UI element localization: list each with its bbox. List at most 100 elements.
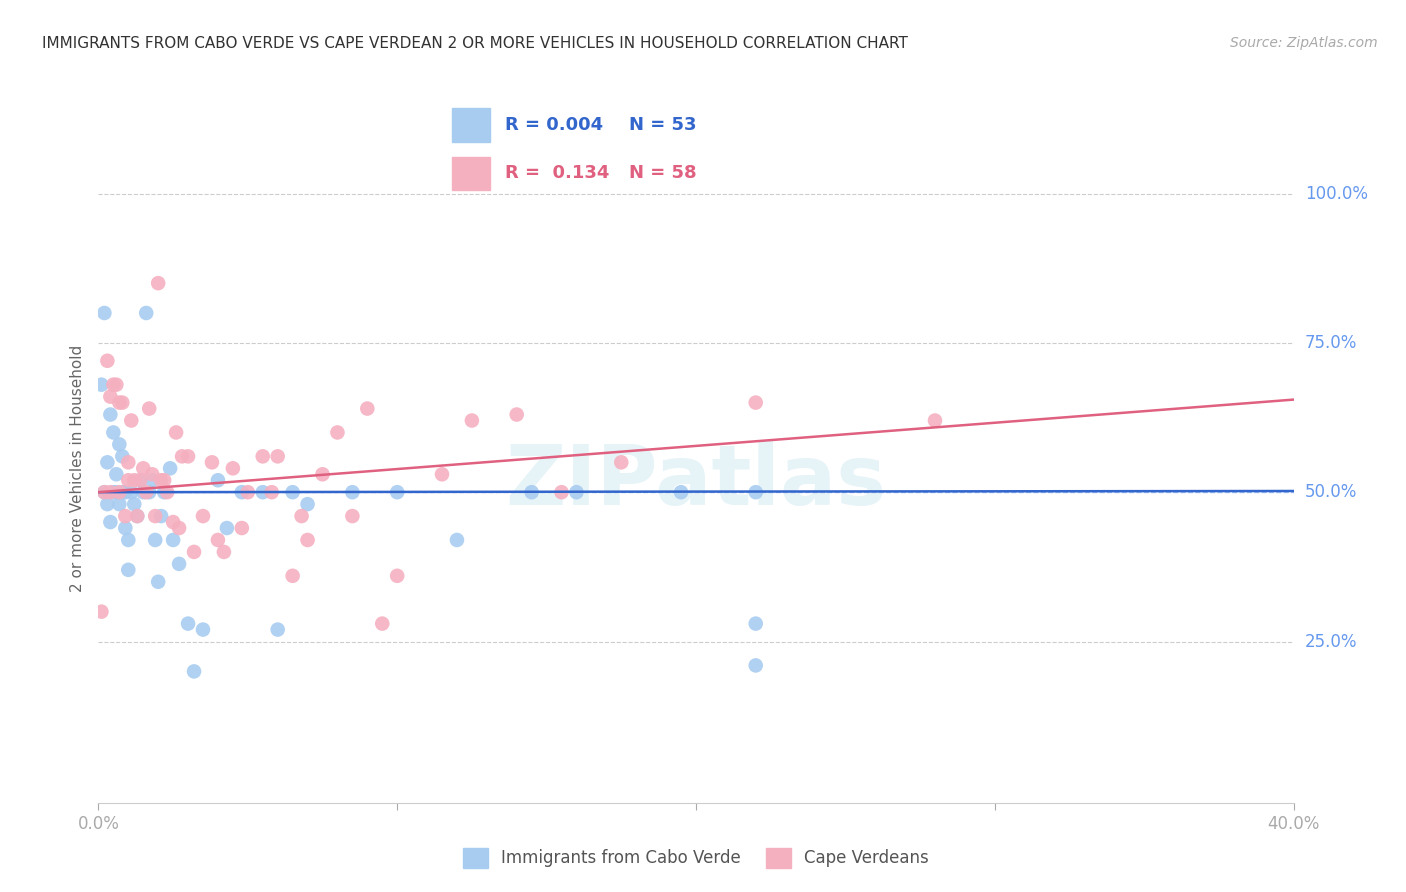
Point (183, 665, 205, 679)
Text: 25.0%: 25.0% (1305, 632, 1357, 650)
Point (201, 455, 224, 469)
Point (297, 497, 319, 511)
Point (127, 509, 149, 524)
Point (281, 569, 304, 583)
Point (311, 467, 333, 482)
Point (385, 485, 409, 500)
Point (745, 616, 768, 631)
Point (153, 485, 176, 500)
Point (96, 353, 118, 368)
Text: N = 58: N = 58 (628, 164, 696, 182)
Point (236, 485, 259, 500)
Point (143, 509, 166, 524)
Point (141, 473, 163, 487)
Point (924, 413, 946, 427)
Point (105, 485, 128, 500)
Point (207, 473, 229, 487)
Point (98, 485, 122, 500)
Point (252, 485, 274, 500)
Point (135, 485, 157, 500)
Point (326, 425, 349, 440)
Point (167, 557, 190, 571)
Point (461, 413, 484, 427)
Point (446, 533, 468, 547)
Text: ZIPatlas: ZIPatlas (506, 442, 886, 522)
Point (114, 509, 136, 524)
Point (98, 408, 122, 422)
Point (669, 485, 692, 500)
Point (610, 455, 633, 469)
Point (191, 509, 214, 524)
Point (385, 569, 409, 583)
Point (506, 408, 529, 422)
Text: Source: ZipAtlas.com: Source: ZipAtlas.com (1230, 36, 1378, 50)
Point (215, 521, 238, 535)
Point (108, 485, 131, 500)
Point (96, 497, 118, 511)
Point (430, 467, 453, 482)
Point (162, 533, 184, 547)
Point (129, 473, 152, 487)
Point (550, 485, 572, 500)
Point (117, 563, 139, 577)
Point (356, 401, 378, 416)
Point (222, 461, 245, 475)
Point (745, 395, 768, 409)
Point (231, 521, 253, 535)
Point (290, 509, 312, 524)
Point (342, 509, 364, 524)
Point (162, 515, 184, 529)
Text: R = 0.004: R = 0.004 (505, 116, 603, 134)
Point (172, 450, 194, 464)
Point (167, 521, 190, 535)
Point (565, 485, 588, 500)
Point (93, 485, 115, 500)
Point (117, 473, 139, 487)
Point (124, 497, 146, 511)
Point (231, 485, 253, 500)
Point (108, 437, 131, 451)
Point (132, 461, 155, 475)
Point (207, 533, 229, 547)
Point (117, 533, 139, 547)
Point (114, 485, 136, 500)
Bar (451, 157, 491, 190)
Point (93, 485, 115, 500)
Point (153, 473, 176, 487)
Point (745, 485, 768, 500)
Point (129, 473, 152, 487)
Point (177, 616, 200, 631)
Point (132, 485, 155, 500)
Point (260, 485, 283, 500)
Point (120, 485, 142, 500)
Point (267, 450, 290, 464)
Point (297, 533, 319, 547)
Point (342, 485, 364, 500)
Point (90, 605, 112, 619)
Point (281, 485, 304, 500)
Point (111, 395, 134, 409)
Point (159, 461, 181, 475)
Point (96, 455, 118, 469)
Point (103, 485, 125, 500)
Text: 75.0%: 75.0% (1305, 334, 1357, 351)
Point (108, 395, 131, 409)
Text: 100.0%: 100.0% (1305, 185, 1368, 202)
Point (105, 467, 128, 482)
Point (371, 616, 394, 631)
Point (177, 450, 200, 464)
Text: R =  0.134: R = 0.134 (505, 164, 609, 182)
Point (103, 377, 125, 392)
Point (156, 485, 179, 500)
Point (98, 390, 122, 404)
Point (267, 623, 290, 637)
Point (98, 515, 122, 529)
Point (148, 276, 170, 290)
Point (148, 574, 170, 589)
Text: IMMIGRANTS FROM CABO VERDE VS CAPE VERDEAN 2 OR MORE VEHICLES IN HOUSEHOLD CORRE: IMMIGRANTS FROM CABO VERDE VS CAPE VERDE… (42, 36, 908, 51)
Point (127, 509, 149, 524)
Point (105, 377, 128, 392)
Point (212, 545, 235, 559)
Point (138, 485, 160, 500)
Bar (451, 108, 491, 142)
